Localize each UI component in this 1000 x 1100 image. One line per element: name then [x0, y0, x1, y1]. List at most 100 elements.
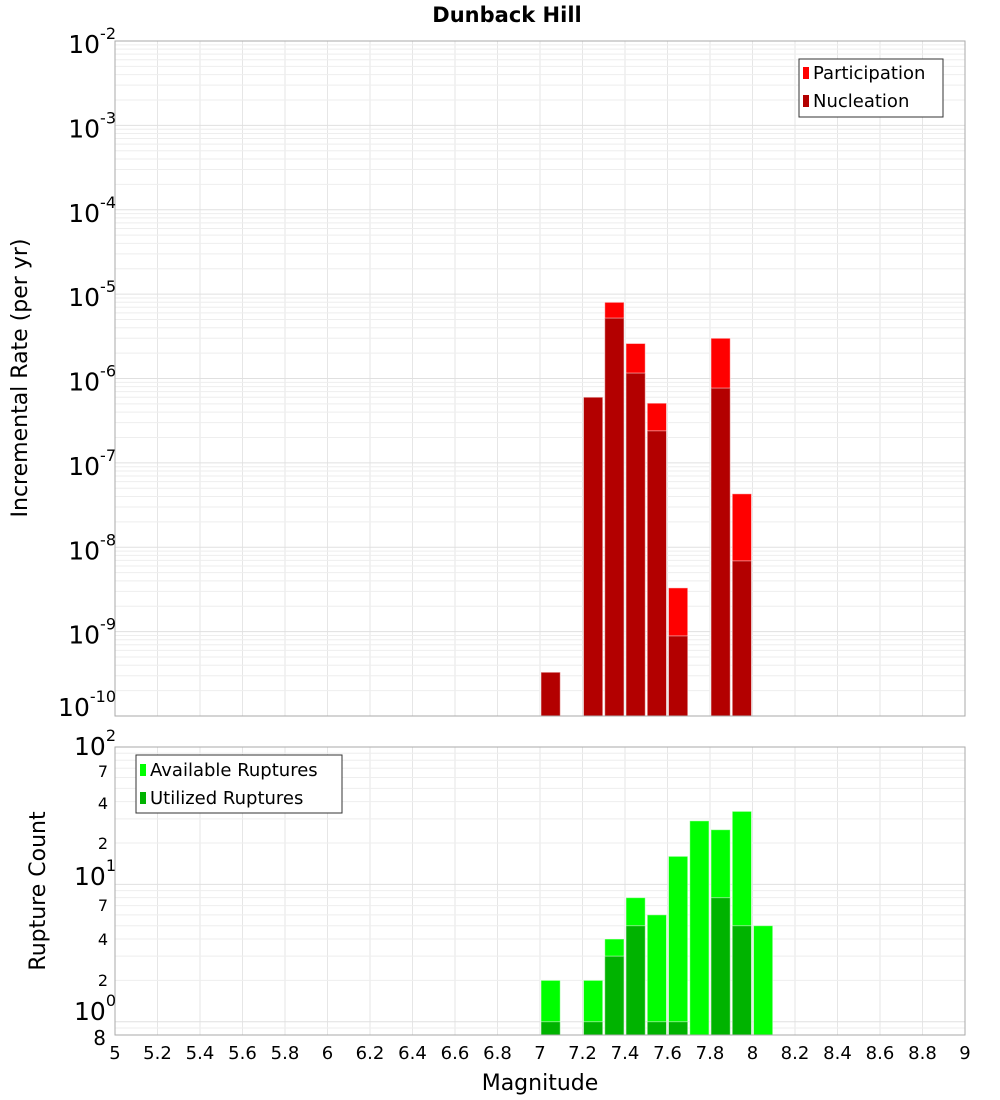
- x-tick-label: 5.4: [186, 1043, 215, 1064]
- y-tick-label: 102: [74, 726, 116, 761]
- x-tick-label: 7.2: [568, 1043, 597, 1064]
- legend-label-utilized: Utilized Ruptures: [150, 788, 303, 809]
- bar-nucleation: [710, 387, 731, 717]
- bar-utilized-ruptures: [540, 1021, 561, 1036]
- bar-utilized-ruptures: [668, 1021, 689, 1036]
- legend-swatch-participation: [803, 67, 809, 79]
- x-tick-label: 5.6: [228, 1043, 257, 1064]
- bar-utilized-ruptures: [710, 897, 731, 1036]
- bar-nucleation: [668, 635, 689, 717]
- x-tick-label: 8.4: [823, 1043, 852, 1064]
- bottom-plot-frame: [114, 746, 966, 1036]
- y-tick-label: 10-6: [68, 362, 116, 397]
- y-tick-label: 10-8: [68, 530, 116, 565]
- y-tick-exponent: -2: [100, 24, 116, 43]
- x-axis-label: Magnitude: [482, 1071, 599, 1096]
- y-tick-exponent: -7: [100, 446, 116, 465]
- y-tick-label: 10-4: [68, 193, 116, 228]
- y-tick-label: 100: [74, 991, 116, 1026]
- y-tick-minor-label: 2: [98, 834, 108, 853]
- top-plot-grid: [114, 40, 966, 717]
- bar-nucleation: [625, 372, 646, 717]
- x-tick-label: 6.2: [356, 1043, 385, 1064]
- bottom-legend: Available Ruptures Utilized Ruptures: [135, 754, 343, 814]
- x-tick-label: 8.2: [781, 1043, 810, 1064]
- x-tick-label: 7.6: [653, 1043, 682, 1064]
- y-tick-base: 10: [68, 199, 100, 228]
- x-tick-label: 7.8: [696, 1043, 725, 1064]
- y-tick-base: 10: [68, 368, 100, 397]
- top-legend: Participation Nucleation: [798, 58, 944, 118]
- y-tick-base: 10: [68, 283, 100, 312]
- bottom-plot-bars: [540, 810, 774, 1036]
- x-tick-label: 8.8: [908, 1043, 937, 1064]
- y-tick-exponent: -4: [100, 193, 116, 212]
- legend-label-nucleation: Nucleation: [813, 91, 909, 112]
- y-tick-base: 10: [68, 536, 100, 565]
- y-tick-base: 10: [58, 693, 90, 722]
- x-tick-label: 5.2: [143, 1043, 172, 1064]
- legend-swatch-available: [140, 764, 146, 776]
- x-tick-label: 8.6: [866, 1043, 895, 1064]
- bar-available-ruptures: [753, 925, 774, 1036]
- legend-label-participation: Participation: [813, 63, 925, 84]
- bar-nucleation: [583, 396, 604, 717]
- y-tick-base: 10: [74, 862, 106, 891]
- y-tick-base: 10: [74, 997, 106, 1026]
- y-tick-label: 10-9: [68, 615, 116, 650]
- legend-label-available: Available Ruptures: [150, 760, 318, 781]
- y-tick-exponent: 0: [106, 991, 116, 1010]
- y-tick-exponent: 2: [106, 726, 116, 745]
- y-tick-exponent: -3: [100, 108, 116, 127]
- x-tick-label: 6.8: [483, 1043, 512, 1064]
- x-tick-label: 7.4: [611, 1043, 640, 1064]
- legend-swatch-nucleation: [803, 95, 809, 107]
- bar-nucleation: [540, 671, 561, 717]
- bar-utilized-ruptures: [625, 925, 646, 1036]
- legend-swatch-utilized: [140, 792, 146, 804]
- y-tick-minor-label: 7: [98, 762, 108, 781]
- y-tick-base: 10: [68, 452, 100, 481]
- bar-nucleation: [604, 317, 625, 717]
- x-tick-label: 7: [534, 1043, 545, 1064]
- y-tick-base: 10: [68, 621, 100, 650]
- y-tick-label: 101: [74, 856, 116, 891]
- y-tick-exponent: -9: [100, 615, 116, 634]
- bar-utilized-ruptures: [583, 1021, 604, 1036]
- top-plot-frame: [114, 40, 966, 717]
- y-tick-exponent: -10: [90, 687, 116, 706]
- x-tick-label: 6.4: [398, 1043, 427, 1064]
- y-tick-exponent: -5: [100, 277, 116, 296]
- y-tick-exponent: -6: [100, 362, 116, 381]
- bottom-y-axis-label: Rupture Count: [26, 811, 51, 971]
- y-tick-minor-label: 4: [98, 930, 108, 949]
- y-tick-minor-label: 8: [93, 1026, 106, 1050]
- y-tick-exponent: -8: [100, 530, 116, 549]
- x-tick-label: 6: [322, 1043, 333, 1064]
- bar-available-ruptures: [689, 820, 710, 1036]
- x-tick-label: 9: [959, 1043, 970, 1064]
- bar-available-ruptures: [646, 914, 667, 1036]
- y-tick-label: 10-7: [68, 446, 116, 481]
- x-tick-label: 6.6: [441, 1043, 470, 1064]
- y-tick-base: 10: [68, 114, 100, 143]
- y-tick-exponent: 1: [106, 856, 116, 875]
- y-tick-base: 10: [68, 30, 100, 59]
- y-tick-minor-label: 4: [98, 794, 108, 813]
- bar-nucleation: [646, 430, 667, 717]
- x-tick-label: 5: [109, 1043, 120, 1064]
- bar-available-ruptures: [668, 855, 689, 1036]
- x-axis-ticks: 5 5.2 5.4 5.6 5.8 6 6.2 6.4 6.6 6.8 7 7.2 7.4 7.6 7.8 8…: [109, 1043, 970, 1064]
- bar-nucleation: [731, 560, 752, 717]
- x-tick-label: 5.8: [271, 1043, 300, 1064]
- y-tick-label: 10-10: [58, 687, 116, 722]
- top-y-axis-label: Incremental Rate (per yr): [8, 239, 33, 518]
- y-tick-minor-label: 2: [98, 971, 108, 990]
- y-tick-label: 10-2: [68, 24, 116, 59]
- chart-title: Dunback Hill: [432, 3, 581, 27]
- y-tick-label: 10-3: [68, 108, 116, 143]
- top-y-axis-ticks: 10-210-310-410-510-610-710-810-910-10: [58, 24, 116, 722]
- top-plot-bars: [540, 301, 752, 717]
- x-tick-label: 8: [747, 1043, 758, 1064]
